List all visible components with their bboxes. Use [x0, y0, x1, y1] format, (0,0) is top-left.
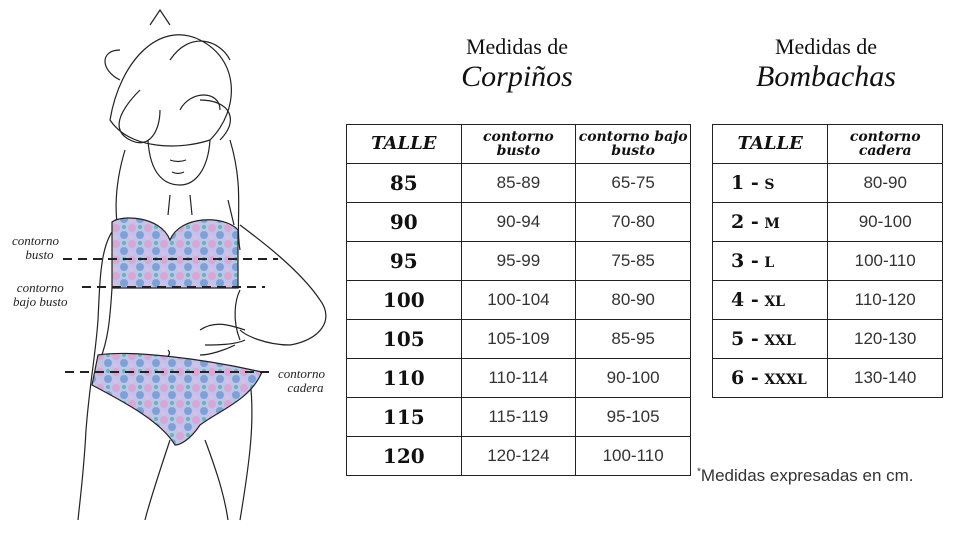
table-row: 110 110-114 90-100 — [346, 358, 691, 398]
bajo-busto-cell: 75-85 — [575, 241, 691, 281]
table-row: 3 - L 100-110 — [711, 241, 943, 281]
label-line: contorno — [278, 366, 325, 381]
figure-illustration — [63, 8, 327, 521]
panties-size-table: TALLE contorno cadera 1 - S 80-90 2 - M 90-… — [711, 124, 943, 398]
size-cell: 120 — [346, 436, 462, 476]
size-cell: 95 — [346, 241, 462, 281]
size-cell: 115 — [346, 397, 462, 437]
size-number: 5 - — [731, 328, 759, 350]
size-cell: 110 — [346, 358, 462, 398]
size-cell: 2 - M — [711, 202, 829, 242]
header-contorno-cadera: contorno cadera — [827, 124, 943, 164]
flower-crown — [104, 8, 232, 147]
table-row: 95 95-99 75-85 — [346, 241, 691, 281]
bras-size-table: TALLE contorno busto contorno bajo busto… — [346, 124, 691, 476]
cadera-cell: 110-120 — [827, 280, 943, 320]
size-letter: S — [764, 177, 775, 193]
busto-cell: 90-94 — [460, 202, 577, 242]
size-letter: L — [764, 255, 775, 271]
label-line: bajo busto — [13, 294, 68, 309]
bras-title: Medidas de Corpiños — [417, 34, 617, 94]
label-contorno-cadera: contorno cadera — [278, 367, 325, 395]
panties — [91, 352, 263, 446]
size-letter: XXXL — [764, 372, 807, 388]
cadera-cell: 80-90 — [827, 163, 943, 203]
cadera-cell: 130-140 — [827, 358, 943, 398]
bajo-busto-cell: 100-110 — [575, 436, 691, 476]
size-cell: 85 — [346, 163, 462, 203]
bajo-busto-cell: 65-75 — [575, 163, 691, 203]
table-row: 5 - XXL 120-130 — [711, 319, 943, 359]
size-cell: 4 - XL — [711, 280, 829, 320]
busto-cell: 105-109 — [460, 319, 577, 359]
bajo-busto-cell: 85-95 — [575, 319, 691, 359]
size-cell: 100 — [346, 280, 462, 320]
label-line: cadera — [287, 380, 324, 395]
size-cell: 5 - XXL — [711, 319, 829, 359]
label-line: contorno — [12, 233, 59, 248]
cadera-cell: 90-100 — [827, 202, 943, 242]
size-number: 4 - — [731, 289, 759, 311]
size-cell: 1 - S — [711, 163, 829, 203]
header-contorno-bajo-busto: contorno bajo busto — [575, 124, 691, 164]
size-cell: 3 - L — [711, 241, 829, 281]
header-talle: TALLE — [711, 124, 829, 164]
title-line1: Medidas de — [774, 34, 878, 59]
label-contorno-busto: contorno busto — [12, 234, 59, 262]
busto-cell: 95-99 — [460, 241, 577, 281]
bajo-busto-cell: 70-80 — [575, 202, 691, 242]
size-letter: M — [764, 216, 780, 232]
label-contorno-bajo-busto: contorno bajo busto — [13, 281, 68, 309]
label-line: contorno — [16, 280, 64, 295]
busto-cell: 85-89 — [460, 163, 577, 203]
size-number: 2 - — [731, 211, 759, 233]
size-cell: 90 — [346, 202, 462, 242]
footnote: *Medidas expresadas en cm. — [697, 466, 914, 486]
bajo-busto-cell: 80-90 — [575, 280, 691, 320]
table-row: 115 115-119 95-105 — [346, 397, 691, 437]
cadera-cell: 100-110 — [827, 241, 943, 281]
table-row: 6 - XXXL 130-140 — [711, 358, 943, 398]
busto-cell: 115-119 — [460, 397, 577, 437]
table-row: 1 - S 80-90 — [711, 163, 943, 203]
title-line2: Corpiños — [461, 60, 573, 93]
title-line2: Bombachas — [756, 60, 896, 93]
table-row: 85 85-89 65-75 — [346, 163, 691, 203]
busto-cell: 120-124 — [460, 436, 577, 476]
footnote-text: Medidas expresadas en cm. — [700, 466, 914, 485]
cadera-cell: 120-130 — [827, 319, 943, 359]
table-row: 105 105-109 85-95 — [346, 319, 691, 359]
table-row: 4 - XL 110-120 — [711, 280, 943, 320]
table-row: 90 90-94 70-80 — [346, 202, 691, 242]
bajo-busto-cell: 90-100 — [575, 358, 691, 398]
size-cell: 105 — [346, 319, 462, 359]
size-number: 1 - — [731, 172, 759, 194]
table-row: 2 - M 90-100 — [711, 202, 943, 242]
header-talle: TALLE — [346, 124, 462, 164]
size-letter: XL — [764, 294, 786, 310]
label-line: busto — [25, 247, 54, 262]
busto-cell: 100-104 — [460, 280, 577, 320]
header-contorno-busto: contorno busto — [460, 124, 577, 164]
size-cell: 6 - XXXL — [711, 358, 829, 398]
panties-title: Medidas de Bombachas — [726, 34, 926, 94]
table-row: 100 100-104 80-90 — [346, 280, 691, 320]
table-row: 120 120-124 100-110 — [346, 436, 691, 476]
footnote-mark: * — [697, 466, 701, 478]
size-number: 3 - — [731, 250, 759, 272]
size-number: 6 - — [731, 367, 759, 389]
size-letter: XXL — [764, 333, 796, 349]
bajo-busto-cell: 95-105 — [575, 397, 691, 437]
busto-cell: 110-114 — [460, 358, 577, 398]
title-line1: Medidas de — [465, 34, 569, 59]
